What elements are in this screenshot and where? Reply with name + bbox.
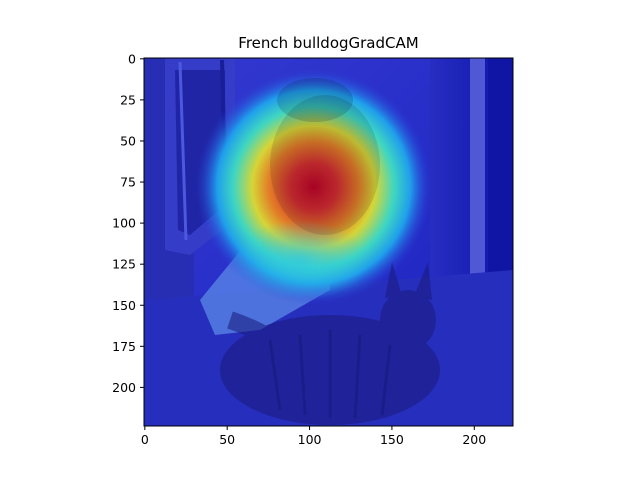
y-tick-label: 75 bbox=[120, 175, 136, 190]
x-tick-label: 100 bbox=[298, 432, 322, 447]
x-tick-label: 0 bbox=[141, 432, 149, 447]
x-axis: 0 50 100 150 200 bbox=[141, 426, 486, 447]
y-tick-label: 0 bbox=[128, 51, 136, 66]
y-tick-label: 100 bbox=[112, 216, 136, 231]
x-tick-label: 150 bbox=[380, 432, 404, 447]
y-tick-label: 200 bbox=[112, 380, 136, 395]
y-tick-label: 125 bbox=[112, 257, 136, 272]
y-tick-label: 150 bbox=[112, 298, 136, 313]
y-tick-label: 50 bbox=[120, 133, 136, 148]
x-tick-label: 50 bbox=[219, 432, 235, 447]
plot-title: French bulldogGradCAM bbox=[238, 34, 419, 52]
y-tick-label: 175 bbox=[112, 339, 136, 354]
x-tick-label: 200 bbox=[462, 432, 486, 447]
axes-frame bbox=[143, 57, 514, 427]
y-tick-label: 25 bbox=[120, 92, 136, 107]
y-axis: 0 25 50 75 100 125 150 175 200 bbox=[112, 51, 144, 395]
gradcam-image bbox=[144, 58, 513, 426]
